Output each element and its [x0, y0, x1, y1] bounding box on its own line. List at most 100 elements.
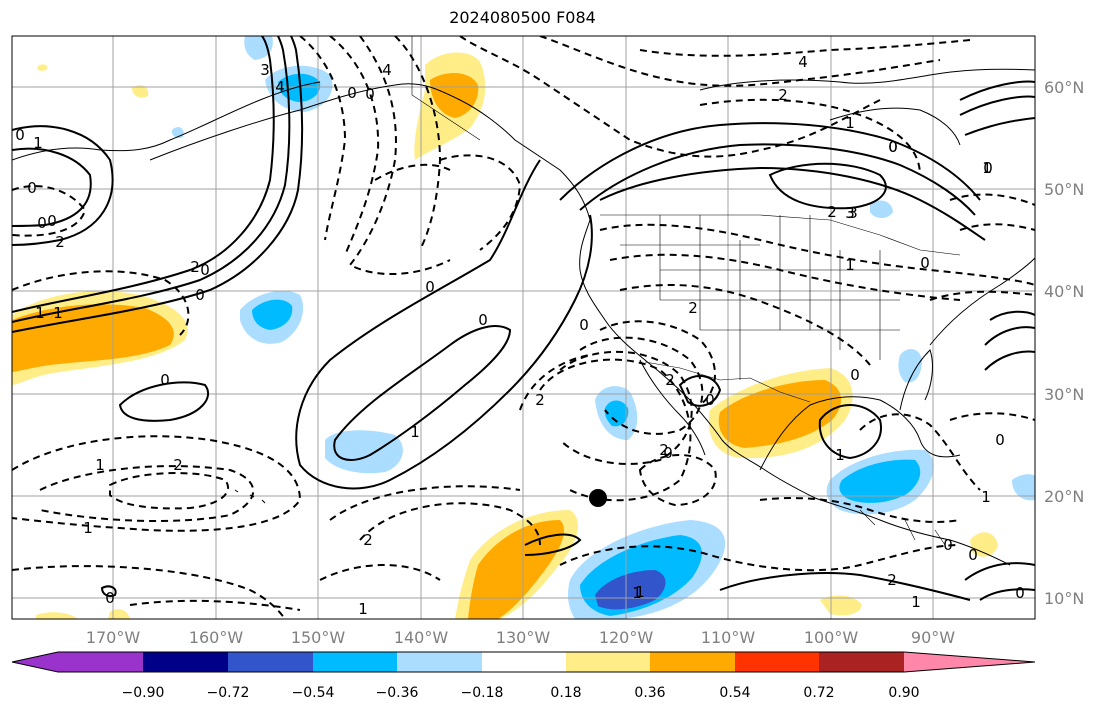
- contour-label: 1: [35, 304, 45, 322]
- lon-label: 130°W: [496, 628, 551, 647]
- positive-anomaly-area: [970, 532, 998, 557]
- solid-contour: [599, 166, 986, 241]
- contour-label: 0: [579, 316, 589, 334]
- solid-contour: [295, 159, 593, 490]
- dashed-contour: [949, 193, 1035, 206]
- contour-label: 2: [688, 299, 698, 317]
- contour-label: 0: [995, 431, 1005, 449]
- positive-contours: [12, 36, 1035, 601]
- contour-label: 2: [778, 86, 788, 104]
- positive-anomaly-area: [718, 380, 842, 448]
- lon-label: 140°W: [394, 628, 449, 647]
- dashed-contour: [12, 270, 190, 336]
- dashed-contour: [559, 544, 961, 572]
- positive-anomaly-area: [36, 612, 78, 619]
- dashed-contour: [609, 253, 961, 301]
- colorbar-segment: [735, 652, 819, 672]
- dashed-contour: [329, 485, 521, 521]
- dashed-contour: [619, 284, 871, 366]
- contour-label: 1: [95, 456, 105, 474]
- contour-label: 1: [981, 488, 991, 506]
- contour-label: 0: [15, 126, 25, 144]
- east-coast-coastline: [929, 257, 1035, 346]
- baja-california-coastline: [639, 359, 706, 456]
- colorbar-outline: [11, 651, 1036, 673]
- dashed-contour: [12, 185, 87, 237]
- dashed-contour: [539, 358, 692, 502]
- florida-coastline: [899, 349, 933, 411]
- contour-label: 2: [535, 391, 545, 409]
- contour-label: 0: [347, 84, 357, 102]
- solid-contour: [678, 375, 722, 407]
- colorbar-tick-label: 0.90: [888, 685, 919, 701]
- colorbar-segment: [566, 652, 650, 672]
- solid-contour: [984, 310, 1035, 371]
- lon-label: 160°W: [189, 628, 244, 647]
- lon-label: 90°W: [911, 628, 955, 647]
- contour-label: 1: [845, 256, 855, 274]
- contour-label: 1: [358, 600, 368, 618]
- colorbar-tick-label: −0.90: [122, 685, 165, 701]
- contour-label: 1: [632, 584, 642, 602]
- colorbar: [11, 651, 1036, 673]
- contour-label: 0: [195, 286, 205, 304]
- lat-label: 30°N: [1044, 385, 1084, 404]
- dashed-contour: [859, 413, 981, 491]
- contour-label: 0: [160, 371, 170, 389]
- contour-label: 1: [835, 446, 845, 464]
- solid-contour: [959, 80, 1035, 136]
- contour-label: 3: [845, 204, 855, 222]
- contour-label: 2: [363, 531, 373, 549]
- contour-label: 0: [983, 159, 993, 177]
- contour-label: 0: [37, 214, 47, 232]
- contour-label: 3: [260, 61, 270, 79]
- negative-anomaly-area: [604, 400, 629, 427]
- contour-label: 2: [827, 203, 837, 221]
- negative-contours: [12, 36, 1035, 619]
- us-mexico-border: [644, 361, 811, 403]
- dashed-contour: [319, 564, 441, 581]
- contour-label: 4: [798, 53, 808, 71]
- contour-label: 0: [850, 366, 860, 384]
- contour-label: 0: [105, 589, 115, 607]
- dashed-contour: [699, 98, 921, 176]
- dashed-contour: [374, 163, 451, 181]
- colorbar-extend-min: [12, 652, 58, 672]
- lat-label: 60°N: [1044, 78, 1084, 97]
- contour-label: 1: [845, 114, 855, 132]
- contour-label: 1: [53, 304, 63, 322]
- colorbar-segment: [819, 652, 904, 672]
- latitude-labels: 60°N 50°N 40°N 30°N 20°N 10°N: [1044, 78, 1084, 608]
- negative-anomaly-area: [252, 299, 293, 330]
- longitude-labels: 170°W 160°W 150°W 140°W 130°W 120°W 110°…: [86, 628, 955, 647]
- contour-label: 0: [47, 212, 57, 230]
- contour-label: 1: [911, 593, 921, 611]
- contour-label: 0: [425, 278, 435, 296]
- negative-anomaly-area: [870, 200, 893, 218]
- colorbar-tick-label: −0.18: [461, 685, 504, 701]
- colorbar-tick-label: 0.54: [719, 685, 750, 701]
- colorbar-tick-labels: −0.90 −0.72 −0.54 −0.36 −0.18 0.18 0.36 …: [122, 685, 920, 701]
- map-border: [11, 35, 1036, 620]
- solid-contour: [12, 36, 304, 333]
- negative-anomaly-area: [898, 348, 922, 383]
- gulf-of-mexico-coastline: [759, 396, 961, 471]
- alaska-coastline: [12, 81, 321, 161]
- solid-contour: [12, 147, 92, 227]
- dashed-contour: [109, 472, 230, 510]
- dashed-contour: [539, 36, 941, 87]
- dashed-contour: [639, 39, 971, 57]
- contour-label: 0: [920, 254, 930, 272]
- lon-label: 100°W: [804, 628, 859, 647]
- dashed-contour: [129, 599, 301, 611]
- contour-label: 4: [275, 78, 285, 96]
- contour-label: 4: [382, 61, 392, 79]
- dashed-contour: [949, 412, 1035, 421]
- contour-label: 0: [200, 261, 210, 279]
- coastlines: [12, 68, 1035, 566]
- colorbar-segment: [143, 652, 228, 672]
- colorbar-tick-label: 0.72: [803, 685, 834, 701]
- colorbar-segment: [397, 652, 482, 672]
